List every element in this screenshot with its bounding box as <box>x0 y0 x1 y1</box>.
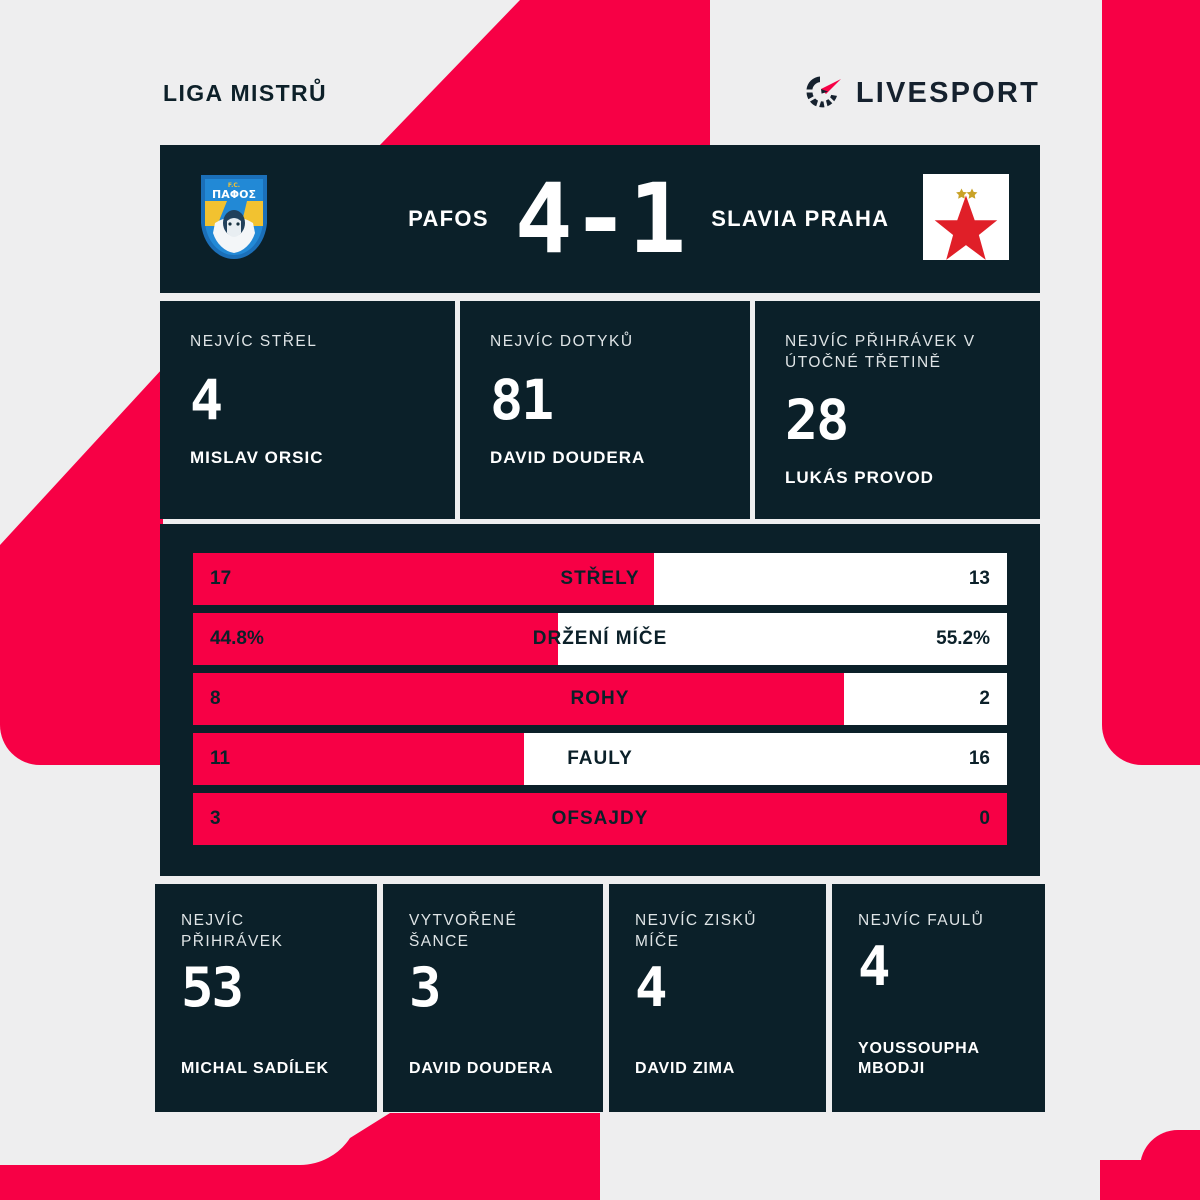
player-card-most-passes: NEJVÍC PŘIHRÁVEK 53 MICHAL SADÍLEK <box>155 884 377 1112</box>
player-card-final-third-passes: NEJVÍC PŘIHRÁVEK V ÚTOČNÉ TŘETINĚ 28 LUK… <box>755 301 1040 519</box>
scoreboard: F.C. ΠΑΦΟΣ PAFOS 4-1 SLAVIA PRAHA <box>160 145 1040 293</box>
top-player-cards: NEJVÍC STŘEL 4 MISLAV ORSIC NEJVÍC DOTYK… <box>160 301 1040 519</box>
brand-logo: LIVESPORT <box>799 71 1040 116</box>
stat-row-fouls: 11 FAULY 16 <box>193 733 1007 785</box>
home-crest-wrap: F.C. ΠΑΦΟΣ <box>160 171 309 268</box>
livesport-speedometer-icon <box>799 71 845 116</box>
league-title: LIGA MISTRŮ <box>163 79 328 106</box>
player-card-most-shots: NEJVÍC STŘEL 4 MISLAV ORSIC <box>160 301 455 519</box>
player-card-most-recoveries: NEJVÍC ZISKŮ MÍČE 4 DAVID ZIMA <box>609 884 826 1112</box>
card-label: NEJVÍC PŘIHRÁVEK V ÚTOČNÉ TŘETINĚ <box>785 333 976 371</box>
card-value: 28 <box>785 388 849 453</box>
away-crest-wrap <box>891 173 1040 265</box>
stat-label: OFSAJDY <box>551 808 649 829</box>
home-bar-fill <box>193 793 1007 845</box>
stat-label: ROHY <box>570 688 630 709</box>
player-card-most-fouls: NEJVÍC FAULŮ 4 YOUSSOUPHA MBODJI <box>832 884 1045 1112</box>
card-label: NEJVÍC DOTYKŮ <box>490 333 634 350</box>
card-value: 81 <box>490 367 554 432</box>
card-player-name: MICHAL SADÍLEK <box>181 1060 329 1077</box>
home-bar-fill <box>193 673 845 725</box>
card-player-name: LUKÁS PROVOD <box>785 468 934 488</box>
player-card-most-touches: NEJVÍC DOTYKŮ 81 DAVID DOUDERA <box>460 301 750 519</box>
card-value: 4 <box>635 955 668 1019</box>
home-stat-value: 3 <box>210 808 221 829</box>
card-player-name: DAVID DOUDERA <box>409 1060 554 1077</box>
away-stat-value: 2 <box>979 688 990 709</box>
brand-name: LIVESPORT <box>855 76 1040 109</box>
stat-row-possession: 44.8% DRŽENÍ MÍČE 55.2% <box>193 613 1007 665</box>
home-stat-value: 17 <box>210 568 232 589</box>
card-value: 53 <box>181 955 244 1019</box>
home-stat-value: 44.8% <box>210 628 264 649</box>
home-team-name: PAFOS <box>408 206 489 231</box>
score-value: 4-1 <box>514 163 686 275</box>
score-display: PAFOS 4-1 SLAVIA PRAHA <box>309 171 891 267</box>
team-stat-bars: 17 STŘELY 13 44.8% DRŽENÍ MÍČE 55.2% 8 R… <box>160 524 1040 876</box>
stat-label: DRŽENÍ MÍČE <box>532 628 668 649</box>
card-label: NEJVÍC STŘEL <box>190 333 318 350</box>
page-header: LIGA MISTRŮ LIVESPORT <box>0 62 1200 124</box>
card-label: NEJVÍC FAULŮ <box>858 912 985 929</box>
home-bar-fill <box>193 733 525 785</box>
away-stat-value: 16 <box>968 748 990 769</box>
stat-row-shots: 17 STŘELY 13 <box>193 553 1007 605</box>
stat-row-corners: 8 ROHY 2 <box>193 673 1007 725</box>
bottom-player-cards: NEJVÍC PŘIHRÁVEK 53 MICHAL SADÍLEK VYTVO… <box>155 884 1045 1112</box>
card-player-name: DAVID DOUDERA <box>490 447 646 467</box>
stat-label: FAULY <box>567 748 633 769</box>
player-card-chances-created: VYTVOŘENÉ ŠANCE 3 DAVID DOUDERA <box>383 884 603 1112</box>
stat-label: STŘELY <box>560 568 640 589</box>
card-player-name: YOUSSOUPHA MBODJI <box>858 1040 980 1077</box>
pafos-shield-crest: F.C. ΠΑΦΟΣ <box>197 171 271 268</box>
svg-text:ΠΑΦΟΣ: ΠΑΦΟΣ <box>212 188 256 201</box>
card-label: NEJVÍC ZISKŮ MÍČE <box>635 912 757 950</box>
home-stat-value: 11 <box>210 748 231 769</box>
card-value: 3 <box>409 955 442 1019</box>
home-bar-fill <box>193 613 558 665</box>
card-value: 4 <box>858 934 891 998</box>
away-stat-value: 13 <box>968 568 990 589</box>
card-value: 4 <box>190 367 223 432</box>
away-team-name: SLAVIA PRAHA <box>711 206 890 231</box>
card-player-name: DAVID ZIMA <box>635 1060 736 1077</box>
stat-row-offsides: 3 OFSAJDY 0 <box>193 793 1007 845</box>
slavia-praha-star-crest <box>922 173 1009 265</box>
card-label: VYTVOŘENÉ ŠANCE <box>409 912 518 950</box>
away-stat-value: 0 <box>979 808 990 829</box>
card-label: NEJVÍC PŘIHRÁVEK <box>181 912 284 950</box>
home-bar-fill <box>193 553 654 605</box>
card-player-name: MISLAV ORSIC <box>190 447 324 467</box>
home-stat-value: 8 <box>210 688 221 709</box>
svg-text:F.C.: F.C. <box>228 182 240 189</box>
away-stat-value: 55.2% <box>936 628 990 649</box>
